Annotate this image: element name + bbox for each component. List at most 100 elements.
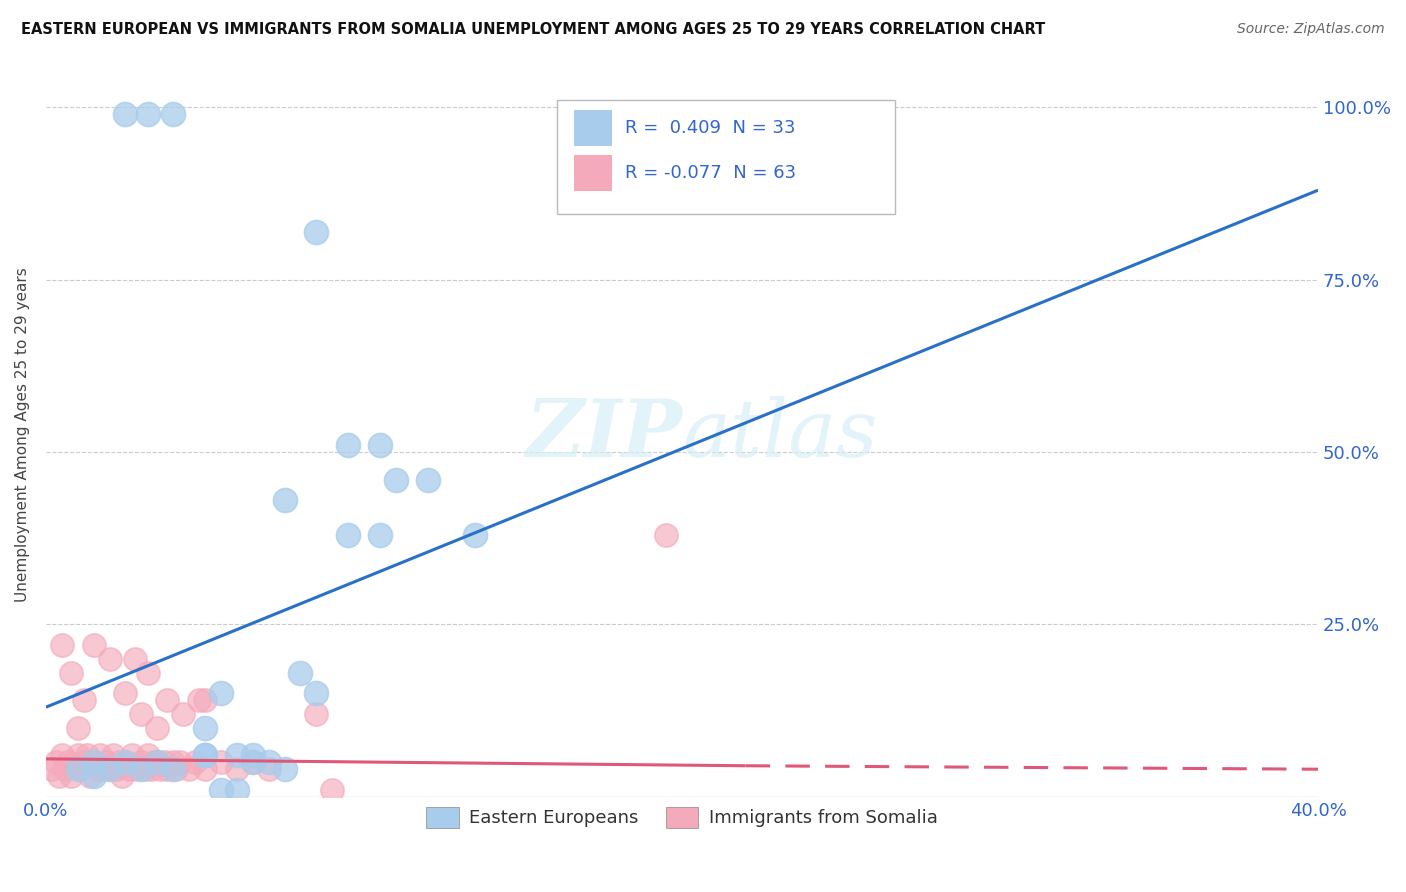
Point <box>51 748 73 763</box>
Text: ZIP: ZIP <box>526 396 682 474</box>
Point <box>184 756 207 770</box>
Point <box>194 693 217 707</box>
Point <box>321 783 343 797</box>
Point <box>98 652 121 666</box>
Bar <box>574 110 612 146</box>
Point <box>83 638 105 652</box>
Point <box>44 756 66 770</box>
Point <box>143 756 166 770</box>
Point <box>305 225 328 239</box>
Point <box>257 756 280 770</box>
Point <box>51 638 73 652</box>
Point <box>257 762 280 776</box>
Point <box>98 762 121 776</box>
Point <box>337 528 360 542</box>
Point <box>124 652 146 666</box>
Point <box>146 756 169 770</box>
Point <box>242 756 264 770</box>
Point <box>162 762 184 776</box>
Point <box>96 756 118 770</box>
Point <box>76 748 98 763</box>
Point <box>121 748 143 763</box>
Point <box>60 769 83 783</box>
Point <box>98 762 121 776</box>
Point <box>305 707 328 722</box>
Text: Source: ZipAtlas.com: Source: ZipAtlas.com <box>1237 22 1385 37</box>
Point <box>162 107 184 121</box>
Point <box>655 528 678 542</box>
Point <box>194 748 217 763</box>
Point <box>83 756 105 770</box>
Point <box>131 756 153 770</box>
Point <box>131 707 153 722</box>
Point <box>194 748 217 763</box>
Point <box>368 528 391 542</box>
Bar <box>574 155 612 191</box>
Point <box>134 762 156 776</box>
Point <box>152 756 174 770</box>
Point <box>337 438 360 452</box>
Point <box>53 762 76 776</box>
Point <box>209 783 232 797</box>
Point <box>83 769 105 783</box>
Point <box>124 762 146 776</box>
Point <box>114 756 136 770</box>
Point <box>273 762 295 776</box>
Point <box>101 748 124 763</box>
Point <box>104 762 127 776</box>
Point <box>225 762 247 776</box>
Point <box>48 769 70 783</box>
Point <box>73 756 96 770</box>
Text: EASTERN EUROPEAN VS IMMIGRANTS FROM SOMALIA UNEMPLOYMENT AMONG AGES 25 TO 29 YEA: EASTERN EUROPEAN VS IMMIGRANTS FROM SOMA… <box>21 22 1045 37</box>
Point <box>209 686 232 700</box>
Point <box>172 707 194 722</box>
Point <box>194 762 217 776</box>
Legend: Eastern Europeans, Immigrants from Somalia: Eastern Europeans, Immigrants from Somal… <box>419 799 945 835</box>
Point <box>136 107 159 121</box>
Point <box>131 762 153 776</box>
Point <box>114 107 136 121</box>
Point <box>273 493 295 508</box>
Point <box>464 528 486 542</box>
Y-axis label: Unemployment Among Ages 25 to 29 years: Unemployment Among Ages 25 to 29 years <box>15 268 30 602</box>
Point <box>162 756 184 770</box>
Point <box>165 762 187 776</box>
Point <box>242 756 264 770</box>
Point <box>194 721 217 735</box>
FancyBboxPatch shape <box>557 100 894 214</box>
Point <box>111 769 134 783</box>
Point <box>146 756 169 770</box>
Text: R = -0.077  N = 63: R = -0.077 N = 63 <box>624 164 796 182</box>
Point <box>146 721 169 735</box>
Point <box>114 756 136 770</box>
Text: R =  0.409  N = 33: R = 0.409 N = 33 <box>624 119 796 137</box>
Point <box>187 693 209 707</box>
Point <box>149 762 172 776</box>
Point <box>108 756 131 770</box>
Point <box>225 748 247 763</box>
Point <box>66 721 89 735</box>
Point <box>66 748 89 763</box>
Point <box>136 665 159 680</box>
Text: atlas: atlas <box>682 396 877 474</box>
Point <box>416 473 439 487</box>
Point <box>385 473 408 487</box>
Point <box>70 762 93 776</box>
Point <box>41 762 63 776</box>
Point <box>118 762 141 776</box>
Point <box>169 756 191 770</box>
Point <box>79 769 101 783</box>
Point <box>58 756 80 770</box>
Point <box>91 762 114 776</box>
Point <box>114 686 136 700</box>
Point <box>225 783 247 797</box>
Point <box>136 748 159 763</box>
Point <box>305 686 328 700</box>
Point <box>83 756 105 770</box>
Point <box>242 748 264 763</box>
Point <box>89 748 111 763</box>
Point <box>368 438 391 452</box>
Point <box>290 665 312 680</box>
Point <box>156 693 179 707</box>
Point <box>60 665 83 680</box>
